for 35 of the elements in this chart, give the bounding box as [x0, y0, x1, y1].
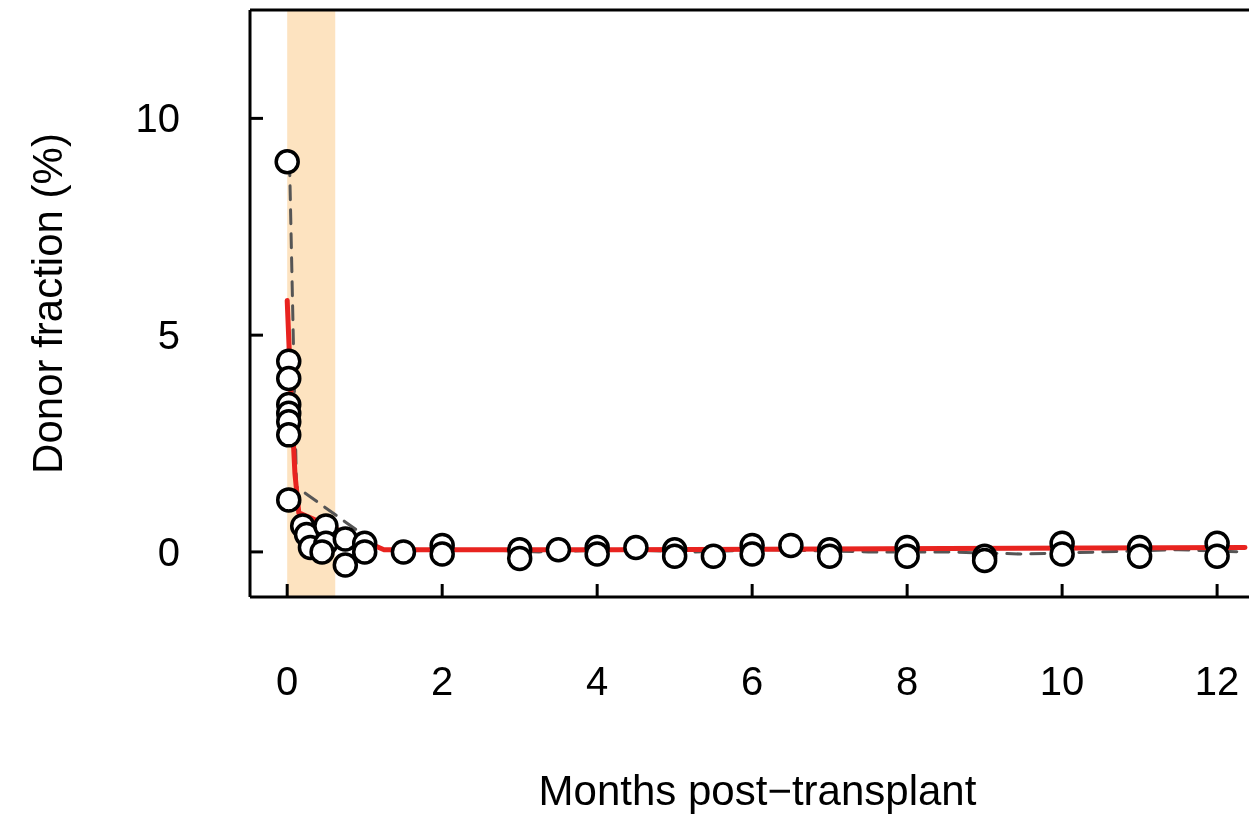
point	[971, 547, 998, 574]
y-tick-label: 10	[135, 96, 180, 141]
x-axis-title: Months post−transplant	[538, 767, 977, 814]
x-tick-label: 10	[1039, 659, 1085, 703]
point	[276, 365, 302, 392]
point	[351, 539, 378, 565]
x-tick-label: 0	[276, 659, 299, 703]
point	[309, 539, 335, 565]
point	[276, 422, 302, 448]
point	[739, 541, 765, 567]
point	[778, 532, 804, 559]
point	[545, 537, 572, 563]
point	[1049, 541, 1075, 567]
x-tick-label: 8	[896, 659, 919, 703]
point	[661, 543, 688, 569]
point	[429, 541, 455, 567]
point	[584, 541, 610, 567]
point	[390, 539, 417, 565]
point	[894, 543, 920, 569]
x-tick-label: 6	[741, 659, 764, 703]
point	[276, 487, 302, 513]
point	[1204, 543, 1230, 569]
y-tick-label: 5	[157, 313, 180, 358]
x-tick-label: 12	[1194, 659, 1240, 703]
y-tick-label: 0	[157, 529, 180, 574]
point	[816, 543, 843, 569]
point	[700, 543, 727, 569]
point	[506, 545, 533, 572]
y-axis-title: Donor fraction (%)	[24, 133, 71, 474]
point	[623, 534, 649, 561]
point	[274, 148, 300, 175]
x-tick-label: 4	[586, 659, 609, 703]
point	[1126, 543, 1153, 569]
point	[332, 552, 359, 578]
x-tick-label: 2	[431, 659, 454, 703]
